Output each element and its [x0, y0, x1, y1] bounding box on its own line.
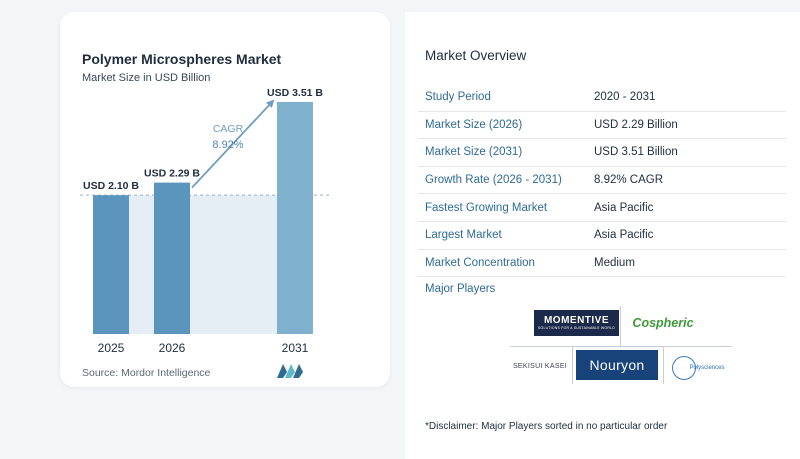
- cospheric-name: Cospheric: [632, 316, 694, 330]
- bar-2031: [277, 101, 313, 334]
- polysciences-name: Polysciences: [689, 365, 725, 371]
- overview-value: Asia Pacific: [594, 229, 654, 242]
- disclaimer: *Disclaimer: Major Players sorted in no …: [425, 421, 668, 432]
- bar-value-label: USD 2.29 B: [144, 168, 200, 180]
- overview-row-concentration: Market Concentration Medium: [418, 250, 786, 278]
- overview-label: Largest Market: [425, 229, 502, 242]
- cagr-value: 8.92%: [212, 139, 243, 151]
- overview-value: Asia Pacific: [594, 201, 654, 214]
- logo-divider: [620, 306, 621, 346]
- major-players-title: Major Players: [425, 283, 496, 295]
- overview-row-market-size-2031: Market Size (2031) USD 3.51 Billion: [418, 139, 786, 167]
- x-tick-label: 2031: [282, 341, 309, 355]
- polysciences-emblem-icon: [672, 356, 696, 380]
- x-tick-label: 2025: [98, 341, 125, 355]
- overview-value: USD 3.51 Billion: [594, 146, 678, 159]
- major-players-logos: MOMENTIVE SOLUTIONS FOR A SUSTAINABLE WO…: [510, 306, 735, 386]
- overview-row-largest-market: Largest Market Asia Pacific: [418, 222, 786, 250]
- overview-panel: [405, 12, 800, 459]
- overview-label: Market Size (2031): [425, 146, 523, 159]
- bar-value-label: USD 3.51 B: [267, 87, 323, 99]
- baseline-shade: [129, 195, 277, 334]
- momentive-logo: MOMENTIVE SOLUTIONS FOR A SUSTAINABLE WO…: [534, 310, 619, 336]
- overview-table: Study Period 2020 - 2031 Market Size (20…: [418, 84, 786, 278]
- overview-value: Medium: [594, 256, 635, 269]
- overview-label: Market Size (2026): [425, 118, 523, 131]
- bar-2025: [93, 195, 129, 334]
- source-note: Source: Mordor Intelligence: [82, 367, 211, 379]
- logo-divider: [572, 346, 573, 384]
- sekisui-name: SEKISUI KASEI: [512, 362, 568, 370]
- overview-label: Study Period: [425, 91, 491, 104]
- overview-row-market-size-2026: Market Size (2026) USD 2.29 Billion: [418, 112, 786, 140]
- cagr-label: CAGR: [213, 123, 244, 135]
- nouryon-name: Nouryon: [589, 357, 645, 373]
- polysciences-logo: Polysciences: [670, 354, 730, 382]
- overview-row-fastest-growing: Fastest Growing Market Asia Pacific: [418, 194, 786, 222]
- overview-row-growth-rate: Growth Rate (2026 - 2031) 8.92% CAGR: [418, 167, 786, 195]
- cospheric-logo: Cospheric: [623, 308, 703, 338]
- overview-row-study-period: Study Period 2020 - 2031: [418, 84, 786, 112]
- logo-divider: [663, 346, 664, 384]
- overview-label: Growth Rate (2026 - 2031): [425, 174, 562, 187]
- momentive-name: MOMENTIVE: [543, 315, 610, 326]
- chart-subtitle: Market Size in USD Billion: [82, 72, 211, 84]
- nouryon-logo: Nouryon: [576, 350, 658, 380]
- bar-2026: [154, 182, 190, 334]
- mordor-intelligence-logo: [277, 364, 303, 378]
- overview-title: Market Overview: [425, 48, 527, 63]
- x-tick-label: 2026: [159, 341, 186, 355]
- overview-label: Market Concentration: [425, 256, 535, 269]
- momentive-tagline: SOLUTIONS FOR A SUSTAINABLE WORLD: [538, 326, 615, 330]
- bar-chart: USD 2.10 B 2025 USD 2.29 B 2026 USD 3.51 B 20…: [80, 87, 330, 355]
- overview-value: 2020 - 2031: [594, 91, 656, 104]
- overview-label: Fastest Growing Market: [425, 201, 548, 214]
- bar-value-label: USD 2.10 B: [83, 180, 139, 192]
- chart-title: Polymer Microspheres Market: [82, 51, 282, 67]
- logo-divider: [510, 346, 732, 347]
- overview-value: 8.92% CAGR: [594, 174, 664, 187]
- overview-value: USD 2.29 Billion: [594, 118, 678, 131]
- growth-arrow: [191, 99, 275, 189]
- sekisui-logo: SEKISUI KASEI: [510, 356, 570, 376]
